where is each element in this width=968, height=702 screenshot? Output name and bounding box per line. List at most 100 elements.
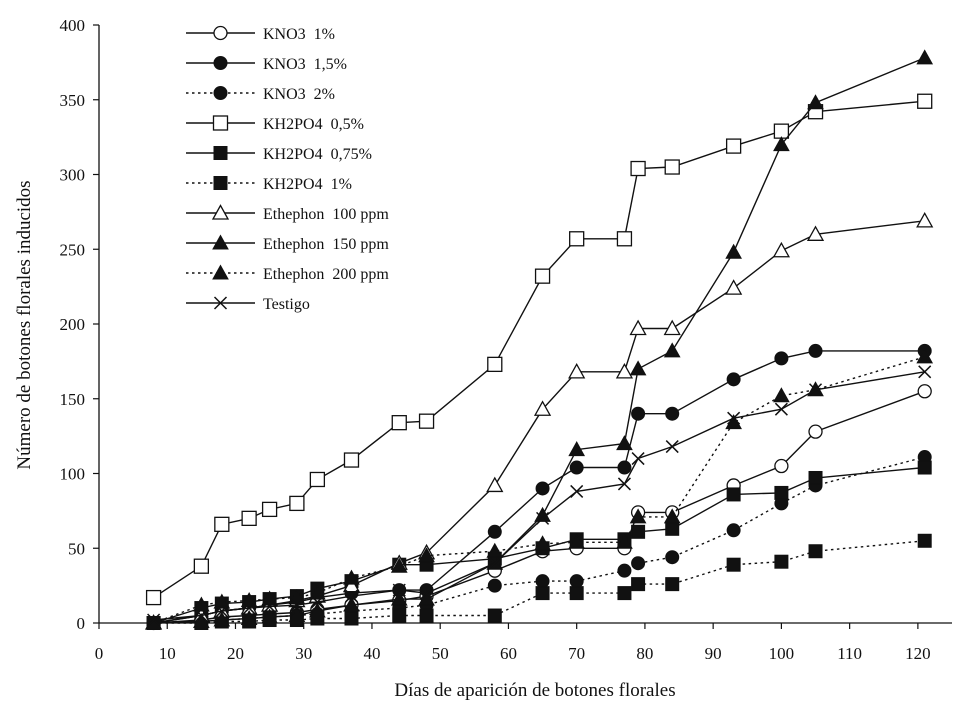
- data-point: [617, 460, 632, 475]
- data-point: [726, 523, 741, 538]
- data-point: [665, 521, 680, 536]
- data-point: [916, 212, 934, 228]
- legend-marker: [213, 25, 228, 41]
- data-point: [420, 586, 434, 600]
- data-point: [261, 590, 278, 606]
- data-point: [568, 533, 586, 549]
- data-point: [242, 601, 256, 615]
- data-point: [310, 595, 324, 609]
- data-point: [535, 586, 550, 601]
- data-point: [418, 547, 435, 563]
- y-axis-label: Número de botones florales inducidos: [14, 180, 35, 469]
- data-point: [487, 356, 503, 373]
- data-point: [616, 231, 633, 247]
- x-tick-label: 10: [159, 644, 176, 663]
- data-point: [419, 608, 434, 623]
- data-point: [617, 563, 632, 578]
- y-tick-label: 400: [60, 16, 86, 35]
- data-point: [629, 319, 647, 336]
- data-point: [194, 608, 208, 623]
- data-point: [631, 406, 646, 421]
- data-point: [617, 477, 631, 491]
- series-line: [153, 540, 925, 624]
- data-point: [727, 411, 741, 425]
- data-point: [290, 598, 304, 612]
- data-point: [665, 406, 680, 421]
- x-tick-label: 20: [227, 644, 244, 663]
- data-point: [631, 556, 646, 571]
- data-point: [214, 516, 230, 532]
- x-marker-stroke: [147, 613, 161, 627]
- data-point: [535, 481, 550, 496]
- legend: KNO3 1% KNO3 1,5% KNO3 2% KH2PO4 0,5% KH2PO4…: [186, 25, 389, 313]
- data-point: [261, 608, 278, 624]
- data-point: [569, 460, 584, 475]
- data-point: [918, 365, 932, 379]
- y-tick-label: 300: [60, 166, 86, 185]
- x-tick-label: 50: [432, 644, 449, 663]
- series-kno3-1-5: [146, 343, 932, 630]
- legend-marker: [213, 146, 228, 160]
- data-point: [418, 413, 435, 429]
- data-point: [215, 604, 229, 618]
- data-point: [241, 510, 257, 527]
- data-point: [569, 574, 584, 589]
- data-point: [808, 424, 823, 439]
- y-tick-label: 100: [60, 465, 86, 484]
- data-point: [665, 550, 680, 565]
- data-point: [487, 608, 502, 623]
- legend-item: Ethephon 200 ppm: [186, 264, 389, 283]
- data-point: [774, 458, 789, 474]
- data-point: [615, 363, 634, 379]
- legend-label: KNO3 2%: [263, 86, 335, 103]
- data-point: [665, 577, 680, 592]
- data-point: [263, 600, 277, 614]
- data-point: [630, 160, 646, 177]
- data-point: [726, 372, 741, 387]
- data-point: [193, 558, 210, 574]
- y-tick-label: 200: [60, 315, 86, 334]
- data-point: [808, 343, 823, 358]
- legend-marker: [213, 176, 228, 190]
- data-point: [629, 508, 647, 524]
- data-point: [726, 557, 741, 572]
- data-point: [343, 569, 360, 585]
- data-point: [916, 49, 934, 65]
- data-point: [145, 589, 162, 606]
- data-point: [616, 533, 633, 549]
- data-point: [631, 577, 646, 592]
- data-point: [289, 495, 305, 512]
- data-point: [726, 487, 741, 502]
- legend-label: Ethephon 100 ppm: [263, 206, 389, 223]
- data-point: [240, 592, 258, 608]
- x-marker-stroke: [808, 383, 823, 397]
- data-point: [772, 241, 791, 258]
- x-marker-stroke: [310, 595, 324, 609]
- y-tick-label: 0: [77, 614, 86, 633]
- data-point: [665, 440, 679, 454]
- data-point: [808, 544, 823, 559]
- data-point: [774, 402, 788, 416]
- data-point: [808, 383, 823, 397]
- legend-label: Ethephon 200 ppm: [263, 266, 389, 283]
- x-marker-stroke: [665, 440, 679, 454]
- data-point: [629, 360, 647, 376]
- x-marker-stroke: [570, 484, 584, 498]
- x-tick-label: 110: [837, 644, 862, 663]
- data-point: [193, 612, 210, 629]
- legend-label: KH2PO4 1%: [263, 176, 352, 193]
- y-tick-label: 150: [60, 390, 86, 409]
- data-point: [309, 584, 326, 600]
- data-point: [773, 123, 790, 139]
- data-point: [664, 159, 680, 175]
- data-point: [663, 508, 681, 524]
- x-axis-ticks: 0 10 20 30 40 50 60 70 80 90 100 110 120: [95, 623, 931, 663]
- legend-item: KH2PO4 1%: [186, 176, 352, 193]
- legend-label: KNO3 1%: [263, 26, 335, 43]
- data-point: [390, 590, 408, 606]
- legend-marker: [212, 264, 229, 280]
- data-point: [725, 138, 742, 154]
- y-tick-label: 250: [60, 240, 86, 259]
- legend-item: KNO3 2%: [186, 86, 335, 103]
